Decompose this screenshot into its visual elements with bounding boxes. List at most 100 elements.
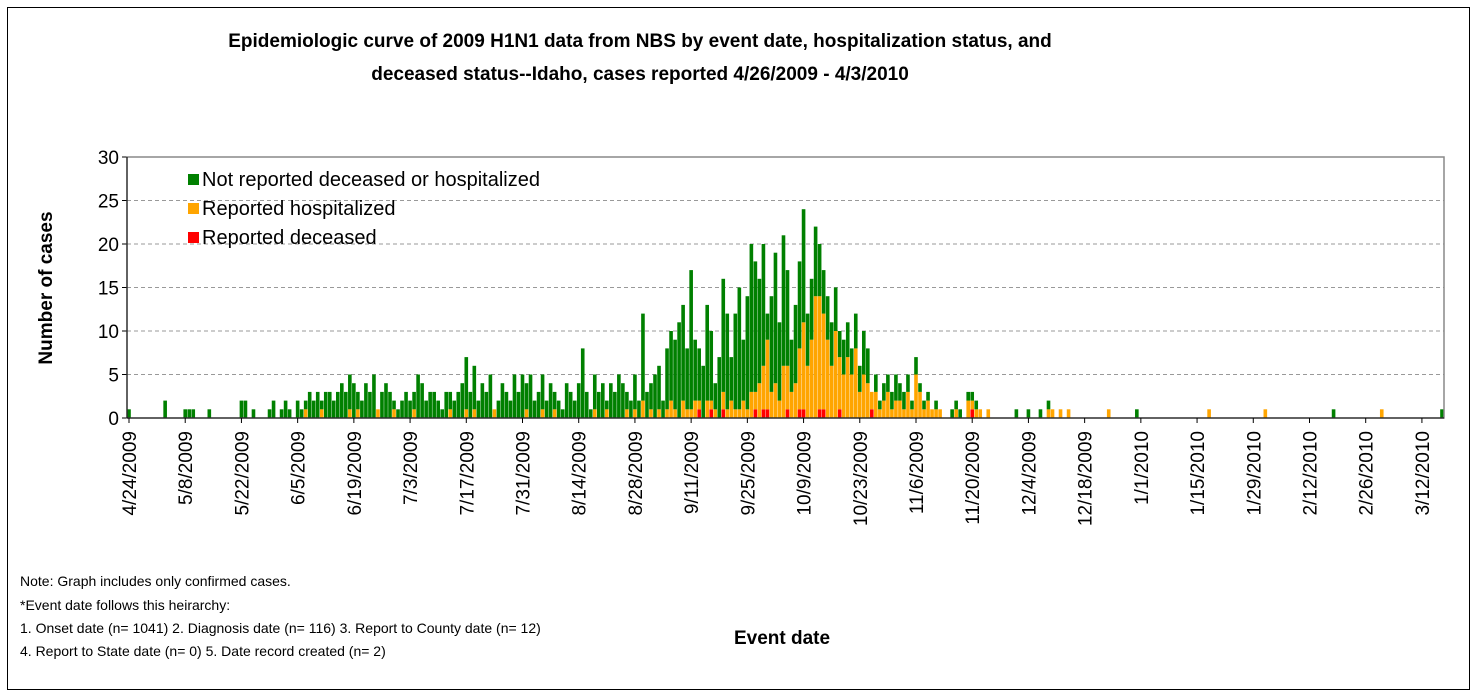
bar [677, 322, 681, 418]
x-tick-label: 8/28/2009 [626, 431, 647, 516]
bar [769, 296, 774, 392]
x-tick-label: 1/29/2010 [1244, 431, 1265, 516]
bar [906, 391, 910, 418]
bar [785, 365, 790, 410]
bar [910, 409, 914, 418]
bar [894, 374, 898, 401]
bar [444, 391, 449, 418]
bar [352, 383, 356, 418]
bar [452, 400, 457, 418]
bar [356, 409, 360, 418]
bar [817, 244, 822, 297]
bar [853, 348, 858, 418]
y-tick-label: 5 [108, 366, 119, 387]
bar [1106, 409, 1111, 418]
note: 1. Onset date (n= 1041) 2. Diagnosis dat… [20, 620, 541, 636]
bar [468, 391, 473, 418]
bar [681, 400, 685, 418]
legend-swatch [188, 232, 199, 243]
bar [460, 383, 465, 418]
bar [890, 409, 894, 418]
bar [709, 331, 714, 401]
legend-label: Not reported deceased or hospitalized [202, 169, 540, 191]
bar [918, 391, 922, 418]
bar [914, 357, 918, 375]
bar [689, 409, 693, 418]
bar [837, 331, 842, 358]
legend-label: Reported hospitalized [202, 198, 395, 220]
bar [637, 400, 641, 418]
bar [793, 383, 798, 418]
bar [584, 391, 589, 418]
bar [448, 391, 453, 410]
bar [777, 400, 782, 418]
y-tick-label: 30 [98, 148, 119, 169]
bar [789, 391, 794, 418]
bar [882, 400, 886, 418]
legend-label: Reported deceased [202, 227, 377, 249]
bar [267, 409, 272, 418]
bar [801, 322, 806, 410]
bar [488, 374, 493, 418]
y-axis-label: Number of cases [36, 211, 57, 364]
bar [592, 374, 597, 410]
bar [693, 339, 697, 401]
bar [243, 400, 248, 418]
bar [207, 409, 212, 418]
bar [412, 409, 416, 418]
bar [837, 357, 842, 410]
bar [986, 409, 991, 418]
bar [878, 409, 882, 418]
bar [404, 391, 408, 418]
bar [717, 357, 722, 418]
bar [448, 409, 453, 418]
bar [725, 313, 730, 410]
bar [665, 348, 669, 410]
bar [1263, 409, 1268, 418]
bar [335, 391, 340, 418]
bar [484, 391, 489, 418]
x-tick-label: 6/5/2009 [289, 431, 310, 505]
x-tick-label: 11/20/2009 [963, 431, 984, 525]
bar [833, 287, 838, 331]
bar [966, 400, 971, 418]
bar [319, 400, 324, 410]
bar [845, 322, 850, 358]
bar [187, 409, 192, 418]
bar [733, 313, 738, 410]
bar [348, 409, 352, 418]
bar [512, 374, 517, 418]
bar [950, 409, 954, 418]
bar [191, 409, 196, 418]
bar [327, 391, 332, 418]
bar [504, 391, 509, 418]
bar [753, 391, 758, 410]
bar [902, 409, 906, 418]
bar [524, 383, 529, 410]
bar [926, 400, 930, 418]
y-tick-label: 20 [98, 235, 119, 256]
bar [753, 409, 758, 418]
bar [580, 348, 585, 418]
bar [532, 400, 537, 418]
bar [315, 391, 320, 418]
bar [821, 409, 826, 418]
bar [922, 400, 926, 410]
bar [536, 391, 541, 418]
bar [673, 409, 677, 418]
bar [729, 357, 734, 401]
bar [705, 400, 710, 418]
bar [697, 409, 701, 418]
bar [540, 409, 545, 418]
bar [480, 383, 485, 418]
chart-title: Epidemiologic curve of 2009 H1N1 data fr… [228, 31, 1052, 52]
bar [874, 374, 878, 392]
bar [456, 391, 461, 418]
bar [560, 409, 565, 418]
x-tick-label: 9/25/2009 [738, 431, 759, 516]
bar [934, 400, 938, 410]
bar [1379, 409, 1384, 418]
bar [974, 409, 979, 418]
bar [528, 374, 533, 418]
